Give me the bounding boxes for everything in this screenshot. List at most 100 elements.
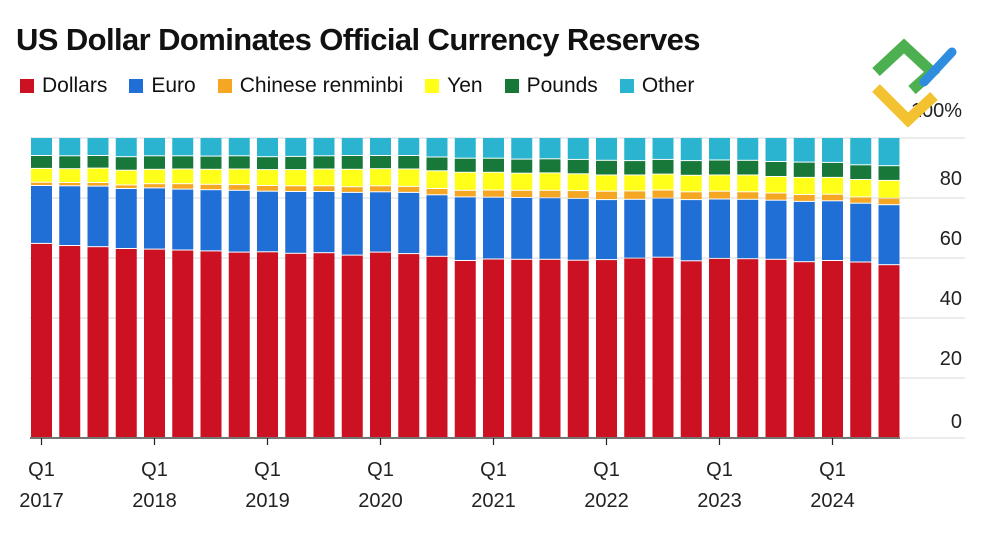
bar-chinese-renminbi-22 — [652, 190, 674, 198]
bar-other-6 — [200, 138, 222, 156]
bar-yen-22 — [652, 174, 674, 190]
bar-chinese-renminbi-16 — [483, 190, 504, 197]
bar-pounds-11 — [341, 156, 363, 169]
bar-pounds-20 — [596, 160, 617, 175]
bar-other-1 — [59, 138, 81, 156]
bar-yen-6 — [200, 169, 222, 184]
bar-chinese-renminbi-3 — [115, 185, 137, 188]
bar-chinese-renminbi-21 — [624, 191, 646, 199]
bar-pounds-3 — [115, 157, 137, 170]
x-tick-year-2022: 2022 — [584, 490, 629, 512]
bar-pounds-2 — [87, 156, 109, 168]
bar-dollars-11 — [341, 255, 363, 437]
bar-euro-2 — [87, 186, 109, 247]
legend-item-other: Other — [619, 74, 694, 98]
bar-yen-26 — [765, 177, 787, 193]
x-tick-quarter-2017: Q1 — [28, 459, 55, 481]
bar-pounds-22 — [652, 159, 674, 174]
bar-dollars-22 — [652, 257, 674, 437]
legend-swatch-renminbi — [217, 79, 232, 93]
bar-other-8 — [257, 138, 278, 157]
legend-label-pounds: Pounds — [526, 74, 598, 97]
bar-euro-8 — [257, 191, 278, 252]
bar-other-5 — [172, 138, 194, 156]
bar-euro-9 — [285, 192, 307, 253]
bar-dollars-0 — [31, 243, 52, 437]
bar-euro-20 — [596, 200, 617, 260]
bar-yen-28 — [822, 177, 843, 194]
bar-other-7 — [228, 138, 250, 156]
bar-other-20 — [596, 138, 617, 160]
bar-dollars-20 — [596, 260, 617, 437]
bar-chinese-renminbi-14 — [426, 189, 448, 195]
x-tick-year-2021: 2021 — [471, 490, 516, 512]
chart-title: US Dollar Dominates Official Currency Re… — [16, 22, 701, 57]
bar-euro-27 — [793, 201, 815, 262]
bar-euro-10 — [313, 192, 335, 253]
bar-chinese-renminbi-20 — [596, 191, 617, 200]
bar-pounds-30 — [878, 166, 900, 180]
bar-other-23 — [680, 138, 702, 161]
bar-yen-21 — [624, 175, 646, 191]
brand-logo-icon — [872, 38, 957, 128]
bar-dollars-23 — [680, 261, 702, 437]
bar-pounds-24 — [709, 160, 730, 175]
bar-chinese-renminbi-9 — [285, 186, 307, 191]
bar-pounds-18 — [539, 159, 561, 173]
bars — [31, 138, 900, 437]
bar-dollars-14 — [426, 256, 448, 437]
bar-chinese-renminbi-11 — [341, 187, 363, 192]
bar-chinese-renminbi-7 — [228, 185, 250, 190]
bar-yen-12 — [370, 169, 391, 186]
bar-euro-6 — [200, 190, 222, 251]
bar-yen-18 — [539, 173, 561, 190]
bar-other-4 — [144, 138, 165, 156]
bar-dollars-6 — [200, 251, 222, 437]
legend-item-euro: Euro — [129, 74, 196, 98]
legend-label-yen: Yen — [447, 74, 483, 97]
bar-chinese-renminbi-0 — [31, 182, 52, 185]
bar-yen-1 — [59, 169, 81, 182]
bar-euro-3 — [115, 189, 137, 248]
legend: Dollars Euro Chinese renminbi Yen Pounds… — [20, 74, 716, 98]
legend-label-renminbi: Chinese renminbi — [239, 74, 404, 97]
bar-chinese-renminbi-24 — [709, 191, 730, 199]
bar-other-14 — [426, 138, 448, 157]
bar-yen-5 — [172, 169, 194, 184]
bar-pounds-25 — [737, 160, 759, 175]
legend-swatch-pounds — [504, 79, 519, 93]
bar-dollars-12 — [370, 252, 391, 437]
y-tick-label-80: 80 — [940, 168, 962, 190]
bar-dollars-2 — [87, 247, 109, 437]
bar-chinese-renminbi-5 — [172, 184, 194, 189]
bar-yen-11 — [341, 169, 363, 187]
bar-dollars-9 — [285, 253, 307, 437]
bar-euro-16 — [483, 197, 504, 259]
bar-other-25 — [737, 138, 759, 160]
bar-euro-7 — [228, 190, 250, 252]
y-tick-label-40: 40 — [940, 288, 962, 310]
bar-other-22 — [652, 138, 674, 159]
bar-euro-21 — [624, 199, 646, 258]
bar-dollars-16 — [483, 259, 504, 437]
legend-item-pounds: Pounds — [504, 74, 598, 98]
bar-other-24 — [709, 138, 730, 160]
bar-other-3 — [115, 138, 137, 157]
bar-euro-1 — [59, 186, 81, 245]
bar-other-26 — [765, 138, 787, 161]
bar-yen-7 — [228, 169, 250, 185]
bar-yen-23 — [680, 175, 702, 192]
bar-dollars-28 — [822, 261, 843, 437]
bar-euro-17 — [511, 198, 533, 259]
bar-chinese-renminbi-26 — [765, 193, 787, 200]
bar-chinese-renminbi-12 — [370, 186, 391, 192]
x-tick-quarter-2021: Q1 — [480, 459, 507, 481]
legend-swatch-dollars — [20, 79, 34, 93]
bar-euro-0 — [31, 186, 52, 243]
bar-chinese-renminbi-1 — [59, 183, 81, 186]
bar-yen-13 — [398, 169, 420, 186]
bar-yen-14 — [426, 171, 448, 188]
bar-pounds-5 — [172, 156, 194, 169]
bar-dollars-4 — [144, 249, 165, 437]
